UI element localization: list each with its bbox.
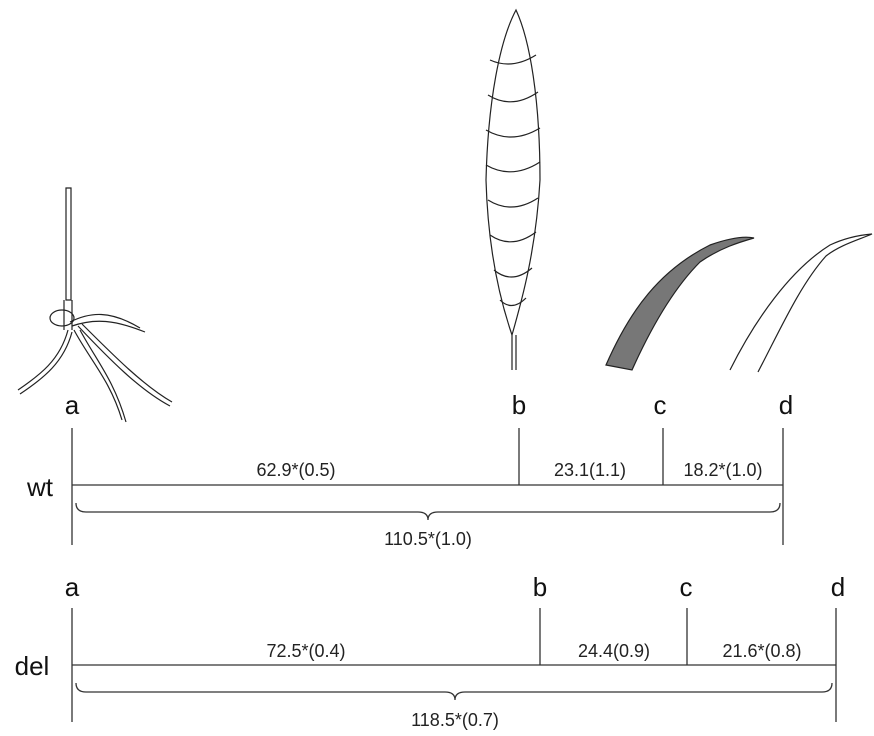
timeline bbox=[72, 428, 783, 545]
stage-label: d bbox=[779, 390, 793, 420]
spike bbox=[486, 10, 540, 370]
row-label: del bbox=[15, 651, 50, 681]
seedling bbox=[18, 188, 172, 422]
row-label: wt bbox=[26, 472, 54, 502]
segment-label: 24.4(0.9) bbox=[578, 641, 650, 661]
segment-label: 72.5*(0.4) bbox=[266, 641, 345, 661]
segment-label: 62.9*(0.5) bbox=[256, 460, 335, 480]
stage-label: a bbox=[65, 390, 80, 420]
stage-label: d bbox=[831, 572, 845, 602]
segment-label: 18.2*(1.0) bbox=[683, 460, 762, 480]
segment-label: 23.1(1.1) bbox=[554, 460, 626, 480]
timeline bbox=[72, 608, 836, 722]
leaf-outline bbox=[730, 234, 872, 372]
total-label: 118.5*(0.7) bbox=[411, 710, 499, 730]
stage-label: c bbox=[680, 572, 693, 602]
stage-label: b bbox=[512, 390, 526, 420]
stage-label: b bbox=[533, 572, 547, 602]
segment-label: 21.6*(0.8) bbox=[722, 641, 801, 661]
leaf-shaded bbox=[606, 237, 754, 370]
stage-label: c bbox=[654, 390, 667, 420]
total-label: 110.5*(1.0) bbox=[384, 529, 472, 549]
stage-label: a bbox=[65, 572, 80, 602]
diagram: a b c d wt 62.9*(0.5) 23.1(1.1) 18.2*(1.… bbox=[0, 0, 874, 736]
